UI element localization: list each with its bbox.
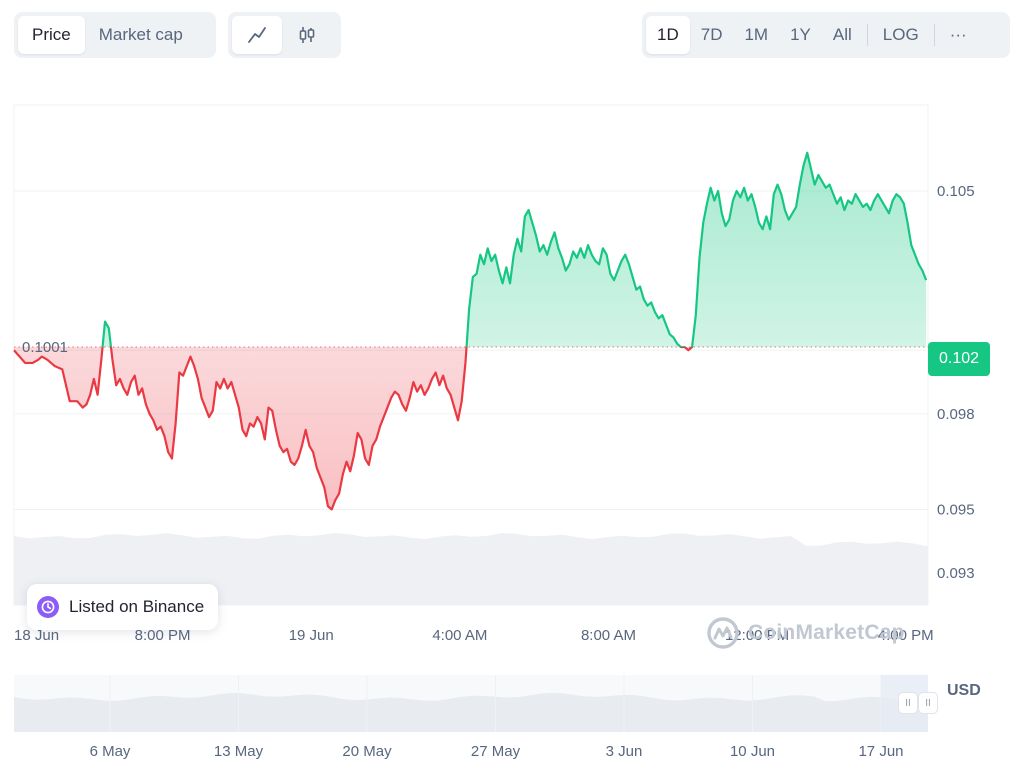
toolbar-divider xyxy=(866,24,868,46)
baseline-label: 0.1001 xyxy=(22,339,68,356)
x-tick-label: 8:00 AM xyxy=(581,627,636,644)
handle-grip-icon: II xyxy=(905,697,911,709)
navigator-date-label: 27 May xyxy=(471,743,521,760)
navigator-date-label: 17 Jun xyxy=(858,743,903,760)
currency-label: USD xyxy=(947,682,981,699)
area-fill-above-baseline xyxy=(14,152,927,348)
line-chart-icon xyxy=(248,27,266,43)
candlestick-button[interactable] xyxy=(282,16,332,54)
range-1d[interactable]: 1D xyxy=(646,16,690,54)
listed-label: Listed on Binance xyxy=(69,597,205,616)
y-tick-label: 0.105 xyxy=(937,183,975,200)
range-1m[interactable]: 1M xyxy=(744,25,769,44)
tab-price[interactable]: Price xyxy=(18,16,85,54)
navigator-handle-left[interactable]: II xyxy=(898,692,918,714)
navigator-date-label: 13 May xyxy=(214,743,264,760)
tab-market-cap[interactable]: Market cap xyxy=(98,25,183,44)
x-tick-label: 4:00 AM xyxy=(432,627,487,644)
metric-toggle: Price Market cap xyxy=(14,12,216,58)
listed-on-binance-pill[interactable]: Listed on Binance xyxy=(27,584,219,630)
more-options-button[interactable]: ··· xyxy=(949,25,967,44)
range-1y[interactable]: 1Y xyxy=(790,25,811,44)
range-7d[interactable]: 7D xyxy=(700,25,723,44)
area-fill-below-baseline xyxy=(14,347,693,510)
x-tick-label: 19 Jun xyxy=(289,627,334,644)
navigator-date-label: 6 May xyxy=(90,743,131,760)
range-all[interactable]: All xyxy=(832,25,852,44)
toolbar-divider xyxy=(933,24,935,46)
price-line-up xyxy=(101,151,928,348)
price-line-down xyxy=(13,347,694,511)
x-tick-label: 4:00 PM xyxy=(878,627,934,644)
log-scale-button[interactable]: LOG xyxy=(882,25,919,44)
watermark-text: CoinMarketCap xyxy=(748,621,905,644)
volume-band xyxy=(14,533,928,605)
current-price-badge: 0.102 xyxy=(928,342,990,376)
navigator-date-label: 3 Jun xyxy=(606,743,643,760)
navigator-history-area xyxy=(14,692,928,732)
x-tick-label: 8:00 PM xyxy=(135,627,191,644)
time-range-toggle: 1D 7D 1M 1Y All LOG ··· xyxy=(642,12,1010,58)
y-tick-label: 0.095 xyxy=(937,501,975,518)
coinmarketcap-logo-icon xyxy=(707,617,739,649)
x-tick-label: 18 Jun xyxy=(14,627,59,644)
line-chart-button[interactable] xyxy=(232,16,282,54)
coinmarketcap-watermark: CoinMarketCap xyxy=(706,616,905,650)
navigator-svg: 6 May 13 May 20 May 27 May 3 Jun 10 Jun 17 Jun xyxy=(14,675,928,760)
x-tick-label: 12:00 PM xyxy=(725,627,789,644)
clock-icon xyxy=(37,596,59,618)
y-tick-label: 0.098 xyxy=(937,406,975,423)
navigator-date-label: 10 Jun xyxy=(730,743,775,760)
navigator-date-label: 20 May xyxy=(342,743,392,760)
candlestick-icon xyxy=(299,27,315,43)
navigator-handle-right[interactable]: II xyxy=(918,692,938,714)
range-navigator[interactable]: 6 May 13 May 20 May 27 May 3 Jun 10 Jun 17 Jun… xyxy=(0,672,1024,775)
chart-type-toggle xyxy=(228,12,341,58)
y-tick-label: 0.093 xyxy=(937,565,975,582)
handle-grip-icon: II xyxy=(925,697,931,709)
